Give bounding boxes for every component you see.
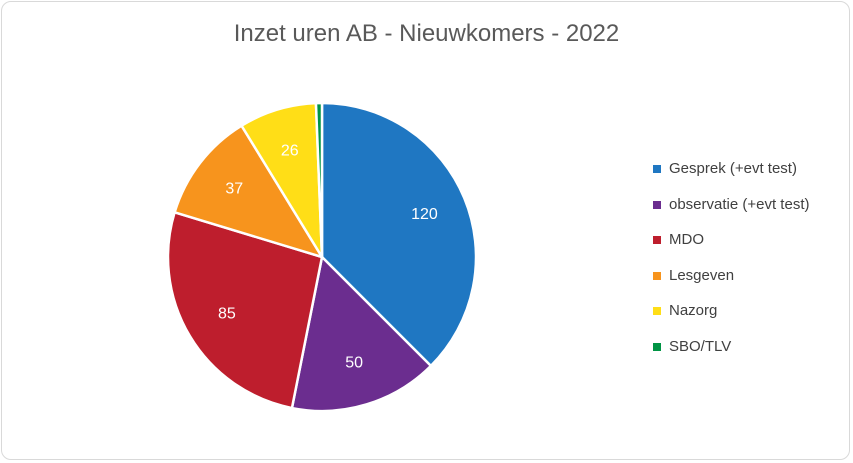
slice-data-label-4: 26 xyxy=(281,142,299,159)
pie-slice-2 xyxy=(166,211,324,410)
legend-swatch xyxy=(653,271,661,280)
chart-title: Inzet uren AB - Nieuwkomers - 2022 xyxy=(233,20,620,47)
pie-slice-0 xyxy=(320,101,478,368)
legend-swatch xyxy=(653,342,661,351)
legend-label: Gesprek (+evt test) xyxy=(669,160,797,177)
legend-swatch xyxy=(653,307,661,315)
slice-data-label-3: 37 xyxy=(225,181,243,198)
legend-label: SBO/TLV xyxy=(669,337,732,355)
legend-item-observatie: observatie (+evt test) xyxy=(653,195,809,231)
pie-slice-3 xyxy=(173,124,324,259)
legend-swatch xyxy=(653,200,661,209)
legend-label: MDO xyxy=(669,231,704,248)
legend-label: observatie (+evt test) xyxy=(669,195,810,213)
legend-label: Nazorg xyxy=(669,302,718,319)
legend: Gesprek (+evt test) observatie (+evt tes… xyxy=(653,159,809,372)
legend-swatch xyxy=(653,165,661,173)
legend-label: Lesgeven xyxy=(669,266,735,284)
legend-item-gesprek: Gesprek (+evt test) xyxy=(653,159,809,195)
slice-data-label-0: 120 xyxy=(411,206,438,223)
legend-item-mdo: MDO xyxy=(653,230,809,266)
pie-slice-5 xyxy=(314,101,324,259)
legend-swatch xyxy=(653,236,661,244)
slice-data-label-2: 85 xyxy=(218,306,236,323)
slice-data-label-1: 50 xyxy=(345,355,363,372)
legend-item-lesgeven: Lesgeven xyxy=(653,266,809,302)
legend-item-nazorg: Nazorg xyxy=(653,301,809,337)
legend-item-sbo-tlv: SBO/TLV xyxy=(653,337,809,373)
pie-slice-1 xyxy=(290,255,433,413)
